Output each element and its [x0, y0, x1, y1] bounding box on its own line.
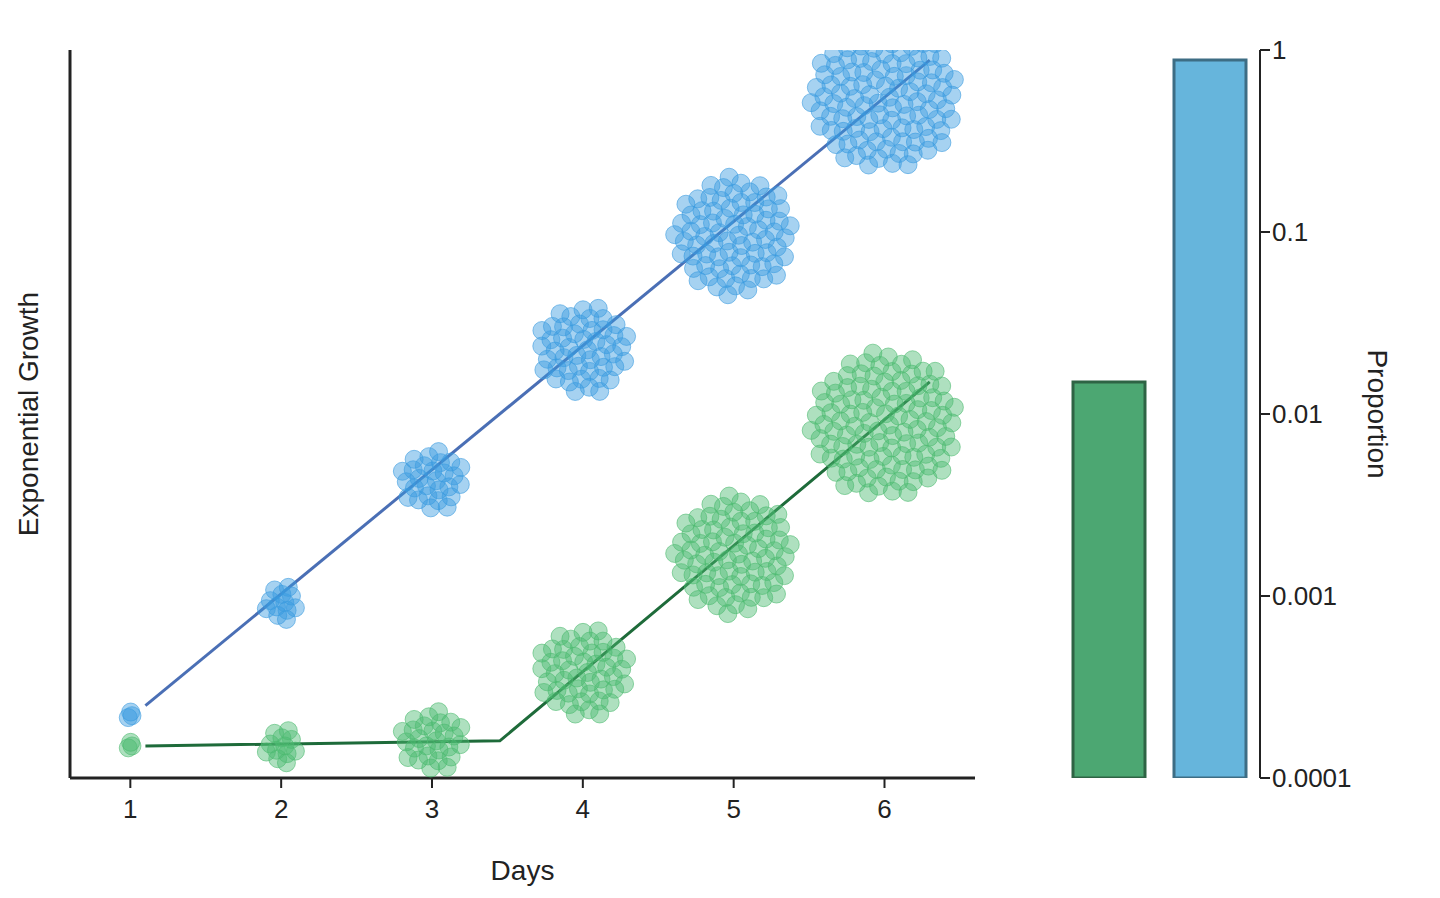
svg-text:0.0001: 0.0001: [1272, 763, 1352, 793]
svg-text:Proportion: Proportion: [1362, 349, 1393, 478]
svg-text:2: 2: [274, 794, 288, 824]
svg-text:6: 6: [877, 794, 891, 824]
svg-text:1: 1: [1272, 35, 1286, 65]
svg-text:0.1: 0.1: [1272, 217, 1308, 247]
svg-text:4: 4: [576, 794, 590, 824]
svg-text:0.001: 0.001: [1272, 581, 1337, 611]
svg-text:Days: Days: [491, 855, 555, 886]
svg-text:1: 1: [123, 794, 137, 824]
svg-text:0.01: 0.01: [1272, 399, 1323, 429]
svg-text:3: 3: [425, 794, 439, 824]
svg-text:Exponential Growth: Exponential Growth: [13, 292, 44, 536]
svg-text:5: 5: [726, 794, 740, 824]
